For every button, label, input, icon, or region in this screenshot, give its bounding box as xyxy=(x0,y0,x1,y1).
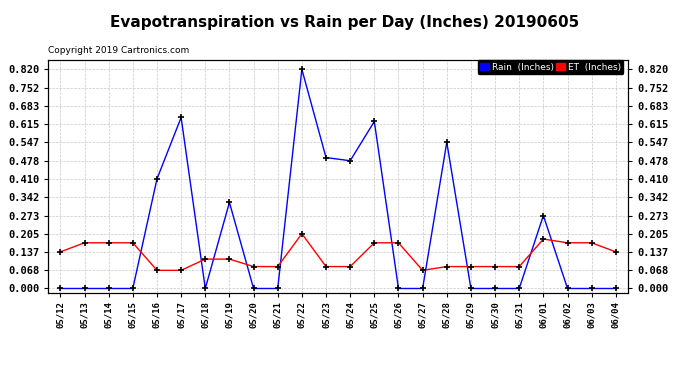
Text: Evapotranspiration vs Rain per Day (Inches) 20190605: Evapotranspiration vs Rain per Day (Inch… xyxy=(110,15,580,30)
Legend: Rain  (Inches), ET  (Inches): Rain (Inches), ET (Inches) xyxy=(477,60,623,74)
Text: Copyright 2019 Cartronics.com: Copyright 2019 Cartronics.com xyxy=(48,46,190,56)
